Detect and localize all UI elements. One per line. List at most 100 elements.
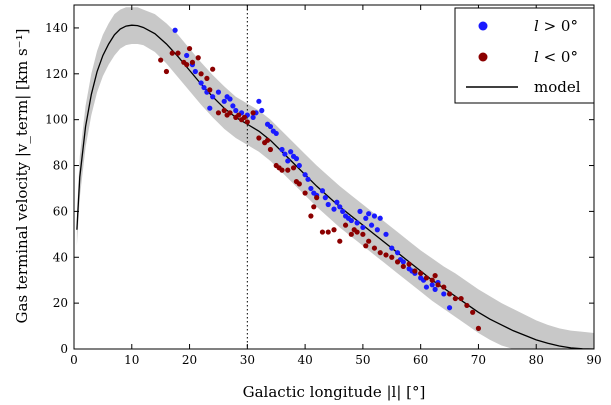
data-point-negative bbox=[383, 252, 389, 258]
data-point-negative bbox=[377, 250, 383, 256]
y-tick-label: 80 bbox=[53, 159, 68, 173]
data-point-positive bbox=[377, 215, 383, 221]
data-point-positive bbox=[441, 291, 447, 297]
data-point-positive bbox=[432, 286, 438, 292]
legend-label-positive-rest: > 0° bbox=[539, 17, 578, 35]
data-point-positive bbox=[337, 204, 343, 210]
legend-label-positive-var: l bbox=[534, 17, 539, 35]
data-point-negative bbox=[236, 112, 242, 118]
x-tick-label: 50 bbox=[355, 353, 370, 367]
data-point-positive bbox=[210, 94, 216, 100]
legend-marker-negative bbox=[478, 52, 488, 62]
data-point-negative bbox=[429, 277, 435, 283]
data-point-positive bbox=[207, 105, 213, 111]
data-point-negative bbox=[169, 50, 175, 56]
data-point-positive bbox=[322, 195, 328, 201]
data-point-positive bbox=[227, 96, 233, 102]
data-point-positive bbox=[400, 259, 406, 265]
data-point-positive bbox=[394, 250, 401, 256]
data-point-positive bbox=[293, 156, 300, 162]
y-tick-label: 140 bbox=[45, 21, 68, 35]
legend-label-negative-rest: < 0° bbox=[539, 48, 578, 66]
data-point-negative bbox=[195, 55, 201, 61]
data-point-positive bbox=[230, 103, 236, 109]
data-point-positive bbox=[446, 305, 453, 311]
plot-frame bbox=[73, 4, 595, 350]
data-point-positive bbox=[302, 172, 308, 178]
axes-layer bbox=[73, 4, 595, 350]
data-point-positive bbox=[334, 199, 340, 205]
data-point-negative bbox=[423, 275, 430, 281]
data-point-positive bbox=[354, 220, 360, 226]
data-point-negative bbox=[371, 245, 378, 251]
data-point-negative bbox=[418, 270, 424, 276]
data-point-positive bbox=[363, 215, 369, 221]
data-point-negative bbox=[308, 213, 314, 219]
data-point-positive bbox=[319, 188, 326, 194]
data-point-negative bbox=[342, 222, 349, 228]
data-point-negative bbox=[210, 66, 216, 72]
data-point-negative bbox=[354, 229, 360, 235]
data-point-negative bbox=[189, 59, 196, 65]
x-axis-label: Galactic longitude |l| [°] bbox=[243, 383, 426, 401]
data-point-positive bbox=[184, 52, 190, 59]
data-point-negative bbox=[400, 263, 406, 270]
data-point-negative bbox=[215, 110, 222, 116]
data-point-negative bbox=[184, 62, 190, 68]
data-point-negative bbox=[186, 45, 193, 52]
data-point-negative bbox=[464, 302, 470, 309]
data-point-negative bbox=[331, 227, 337, 233]
data-point-positive bbox=[172, 27, 178, 33]
data-point-positive bbox=[215, 89, 222, 95]
data-point-positive bbox=[285, 158, 291, 164]
data-point-negative bbox=[221, 107, 227, 114]
y-tick-label: 60 bbox=[53, 204, 68, 218]
data-point-negative bbox=[319, 229, 326, 235]
data-point-positive bbox=[383, 231, 389, 237]
data-point-negative bbox=[302, 190, 308, 196]
data-point-negative bbox=[337, 238, 343, 244]
model-line bbox=[76, 24, 594, 349]
x-tick-label: 30 bbox=[240, 353, 255, 367]
y-tick-label: 0 bbox=[60, 342, 68, 356]
data-point-negative bbox=[435, 282, 441, 288]
data-point-positive bbox=[201, 84, 207, 91]
data-point-negative bbox=[250, 110, 256, 116]
data-points-layer bbox=[158, 27, 482, 331]
data-point-positive bbox=[368, 222, 375, 228]
data-point-negative bbox=[244, 119, 250, 125]
data-point-negative bbox=[470, 309, 476, 315]
data-point-negative bbox=[158, 57, 164, 63]
x-tick-label: 70 bbox=[471, 353, 486, 367]
data-point-negative bbox=[446, 291, 453, 297]
data-point-negative bbox=[325, 229, 331, 235]
data-point-positive bbox=[233, 107, 239, 114]
data-point-negative bbox=[314, 195, 320, 201]
data-point-positive bbox=[256, 98, 262, 104]
data-point-negative bbox=[432, 273, 438, 279]
data-point-negative bbox=[475, 325, 482, 331]
data-point-positive bbox=[282, 151, 288, 157]
data-point-negative bbox=[406, 261, 412, 267]
data-point-negative bbox=[366, 238, 372, 244]
data-point-negative bbox=[412, 268, 418, 274]
data-point-positive bbox=[371, 213, 378, 219]
data-point-positive bbox=[221, 98, 227, 104]
y-tick-label: 20 bbox=[53, 296, 68, 310]
ticks-layer: 0 10 20 30 40 50 60 70 80 90 0 20 40 60 80 100 120 140 bbox=[45, 5, 602, 367]
x-tick-label: 80 bbox=[529, 353, 544, 367]
legend: l > 0° l < 0° model bbox=[454, 7, 595, 104]
data-point-negative bbox=[163, 68, 170, 75]
data-point-positive bbox=[305, 176, 311, 182]
data-point-negative bbox=[389, 254, 395, 260]
data-point-negative bbox=[241, 114, 248, 120]
data-point-positive bbox=[374, 227, 380, 233]
data-point-positive bbox=[308, 185, 314, 192]
data-point-positive bbox=[348, 217, 354, 224]
data-point-positive bbox=[429, 282, 435, 288]
y-tick-label: 40 bbox=[53, 250, 68, 264]
data-point-positive bbox=[296, 162, 302, 169]
x-tick-label: 90 bbox=[586, 353, 601, 367]
